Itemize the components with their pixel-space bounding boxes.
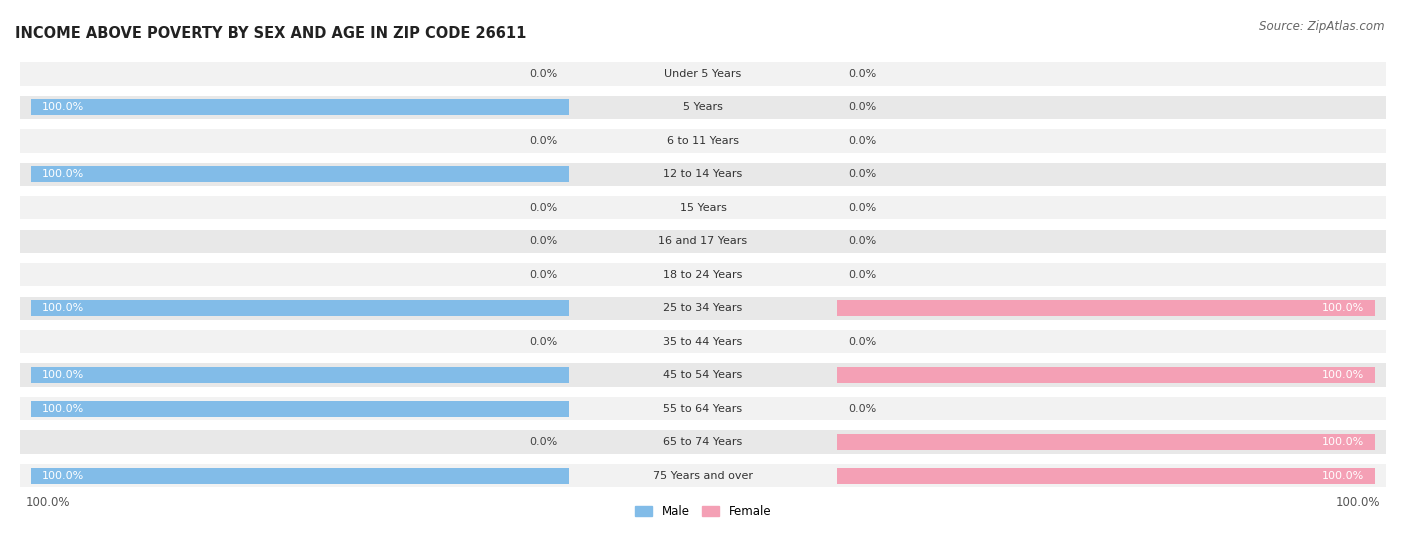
Text: 0.0%: 0.0% bbox=[848, 270, 876, 280]
Text: 100.0%: 100.0% bbox=[1336, 496, 1381, 509]
Text: 100.0%: 100.0% bbox=[1322, 471, 1364, 481]
Text: 100.0%: 100.0% bbox=[42, 471, 84, 481]
Text: Source: ZipAtlas.com: Source: ZipAtlas.com bbox=[1260, 20, 1385, 32]
Text: 45 to 54 Years: 45 to 54 Years bbox=[664, 370, 742, 380]
Text: 0.0%: 0.0% bbox=[848, 337, 876, 347]
Text: 5 Years: 5 Years bbox=[683, 102, 723, 112]
Text: 0.0%: 0.0% bbox=[530, 437, 558, 447]
Text: 12 to 14 Years: 12 to 14 Years bbox=[664, 169, 742, 179]
Text: 6 to 11 Years: 6 to 11 Years bbox=[666, 136, 740, 146]
Bar bbox=[20, 296, 1386, 320]
Text: 0.0%: 0.0% bbox=[848, 169, 876, 179]
Text: Under 5 Years: Under 5 Years bbox=[665, 69, 741, 79]
Text: 100.0%: 100.0% bbox=[1322, 437, 1364, 447]
Text: 65 to 74 Years: 65 to 74 Years bbox=[664, 437, 742, 447]
Text: 55 to 64 Years: 55 to 64 Years bbox=[664, 404, 742, 414]
Bar bbox=[20, 363, 1386, 387]
Text: 100.0%: 100.0% bbox=[42, 102, 84, 112]
Text: 100.0%: 100.0% bbox=[1322, 303, 1364, 313]
Text: 0.0%: 0.0% bbox=[530, 69, 558, 79]
Bar bbox=[31, 300, 568, 316]
Text: 0.0%: 0.0% bbox=[530, 270, 558, 280]
Bar bbox=[838, 434, 1375, 450]
Text: 0.0%: 0.0% bbox=[848, 404, 876, 414]
Text: 35 to 44 Years: 35 to 44 Years bbox=[664, 337, 742, 347]
Text: 15 Years: 15 Years bbox=[679, 203, 727, 213]
Bar bbox=[838, 367, 1375, 383]
Bar bbox=[20, 430, 1386, 454]
Bar bbox=[20, 62, 1386, 86]
Legend: Male, Female: Male, Female bbox=[630, 500, 776, 523]
Bar bbox=[31, 99, 568, 115]
Bar bbox=[838, 467, 1375, 484]
Text: INCOME ABOVE POVERTY BY SEX AND AGE IN ZIP CODE 26611: INCOME ABOVE POVERTY BY SEX AND AGE IN Z… bbox=[15, 26, 526, 41]
Text: 0.0%: 0.0% bbox=[848, 69, 876, 79]
Text: 0.0%: 0.0% bbox=[530, 236, 558, 247]
Bar bbox=[838, 300, 1375, 316]
Bar bbox=[20, 330, 1386, 353]
Bar bbox=[20, 129, 1386, 153]
Text: 75 Years and over: 75 Years and over bbox=[652, 471, 754, 481]
Bar bbox=[20, 96, 1386, 119]
Bar bbox=[31, 401, 568, 417]
Text: 0.0%: 0.0% bbox=[530, 136, 558, 146]
Bar bbox=[31, 467, 568, 484]
Text: 100.0%: 100.0% bbox=[42, 303, 84, 313]
Text: 18 to 24 Years: 18 to 24 Years bbox=[664, 270, 742, 280]
Text: 100.0%: 100.0% bbox=[42, 370, 84, 380]
Bar bbox=[31, 166, 568, 182]
Text: 25 to 34 Years: 25 to 34 Years bbox=[664, 303, 742, 313]
Text: 0.0%: 0.0% bbox=[848, 203, 876, 213]
Text: 100.0%: 100.0% bbox=[25, 496, 70, 509]
Bar bbox=[20, 397, 1386, 420]
Bar bbox=[20, 230, 1386, 253]
Text: 0.0%: 0.0% bbox=[848, 136, 876, 146]
Bar bbox=[20, 263, 1386, 286]
Text: 0.0%: 0.0% bbox=[848, 236, 876, 247]
Bar bbox=[20, 196, 1386, 220]
Bar bbox=[31, 367, 568, 383]
Text: 0.0%: 0.0% bbox=[848, 102, 876, 112]
Text: 16 and 17 Years: 16 and 17 Years bbox=[658, 236, 748, 247]
Text: 100.0%: 100.0% bbox=[1322, 370, 1364, 380]
Text: 0.0%: 0.0% bbox=[530, 337, 558, 347]
Text: 0.0%: 0.0% bbox=[530, 203, 558, 213]
Text: 100.0%: 100.0% bbox=[42, 404, 84, 414]
Bar bbox=[20, 464, 1386, 487]
Text: 100.0%: 100.0% bbox=[42, 169, 84, 179]
Bar bbox=[20, 163, 1386, 186]
